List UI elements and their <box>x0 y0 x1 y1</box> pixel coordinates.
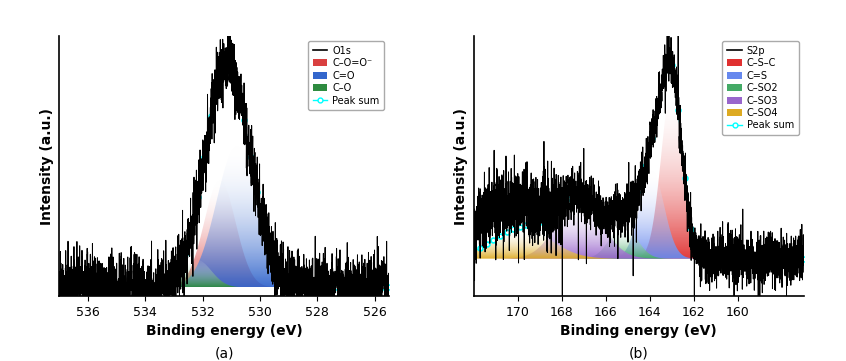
Text: (a): (a) <box>214 347 234 360</box>
Y-axis label: Intensity (a.u.): Intensity (a.u.) <box>454 108 468 225</box>
X-axis label: Binding energy (eV): Binding energy (eV) <box>146 324 303 338</box>
X-axis label: Binding energy (eV): Binding energy (eV) <box>560 324 717 338</box>
Legend: O1s, C–O=O⁻, C=O, C–O, Peak sum: O1s, C–O=O⁻, C=O, C–O, Peak sum <box>308 41 384 110</box>
Y-axis label: Intensity (a.u.): Intensity (a.u.) <box>40 108 53 225</box>
Text: (b): (b) <box>629 347 649 360</box>
Legend: S2p, C–S–C, C=S, C–SO2, C–SO3, C–SO4, Peak sum: S2p, C–S–C, C=S, C–SO2, C–SO3, C–SO4, Pe… <box>722 41 799 135</box>
